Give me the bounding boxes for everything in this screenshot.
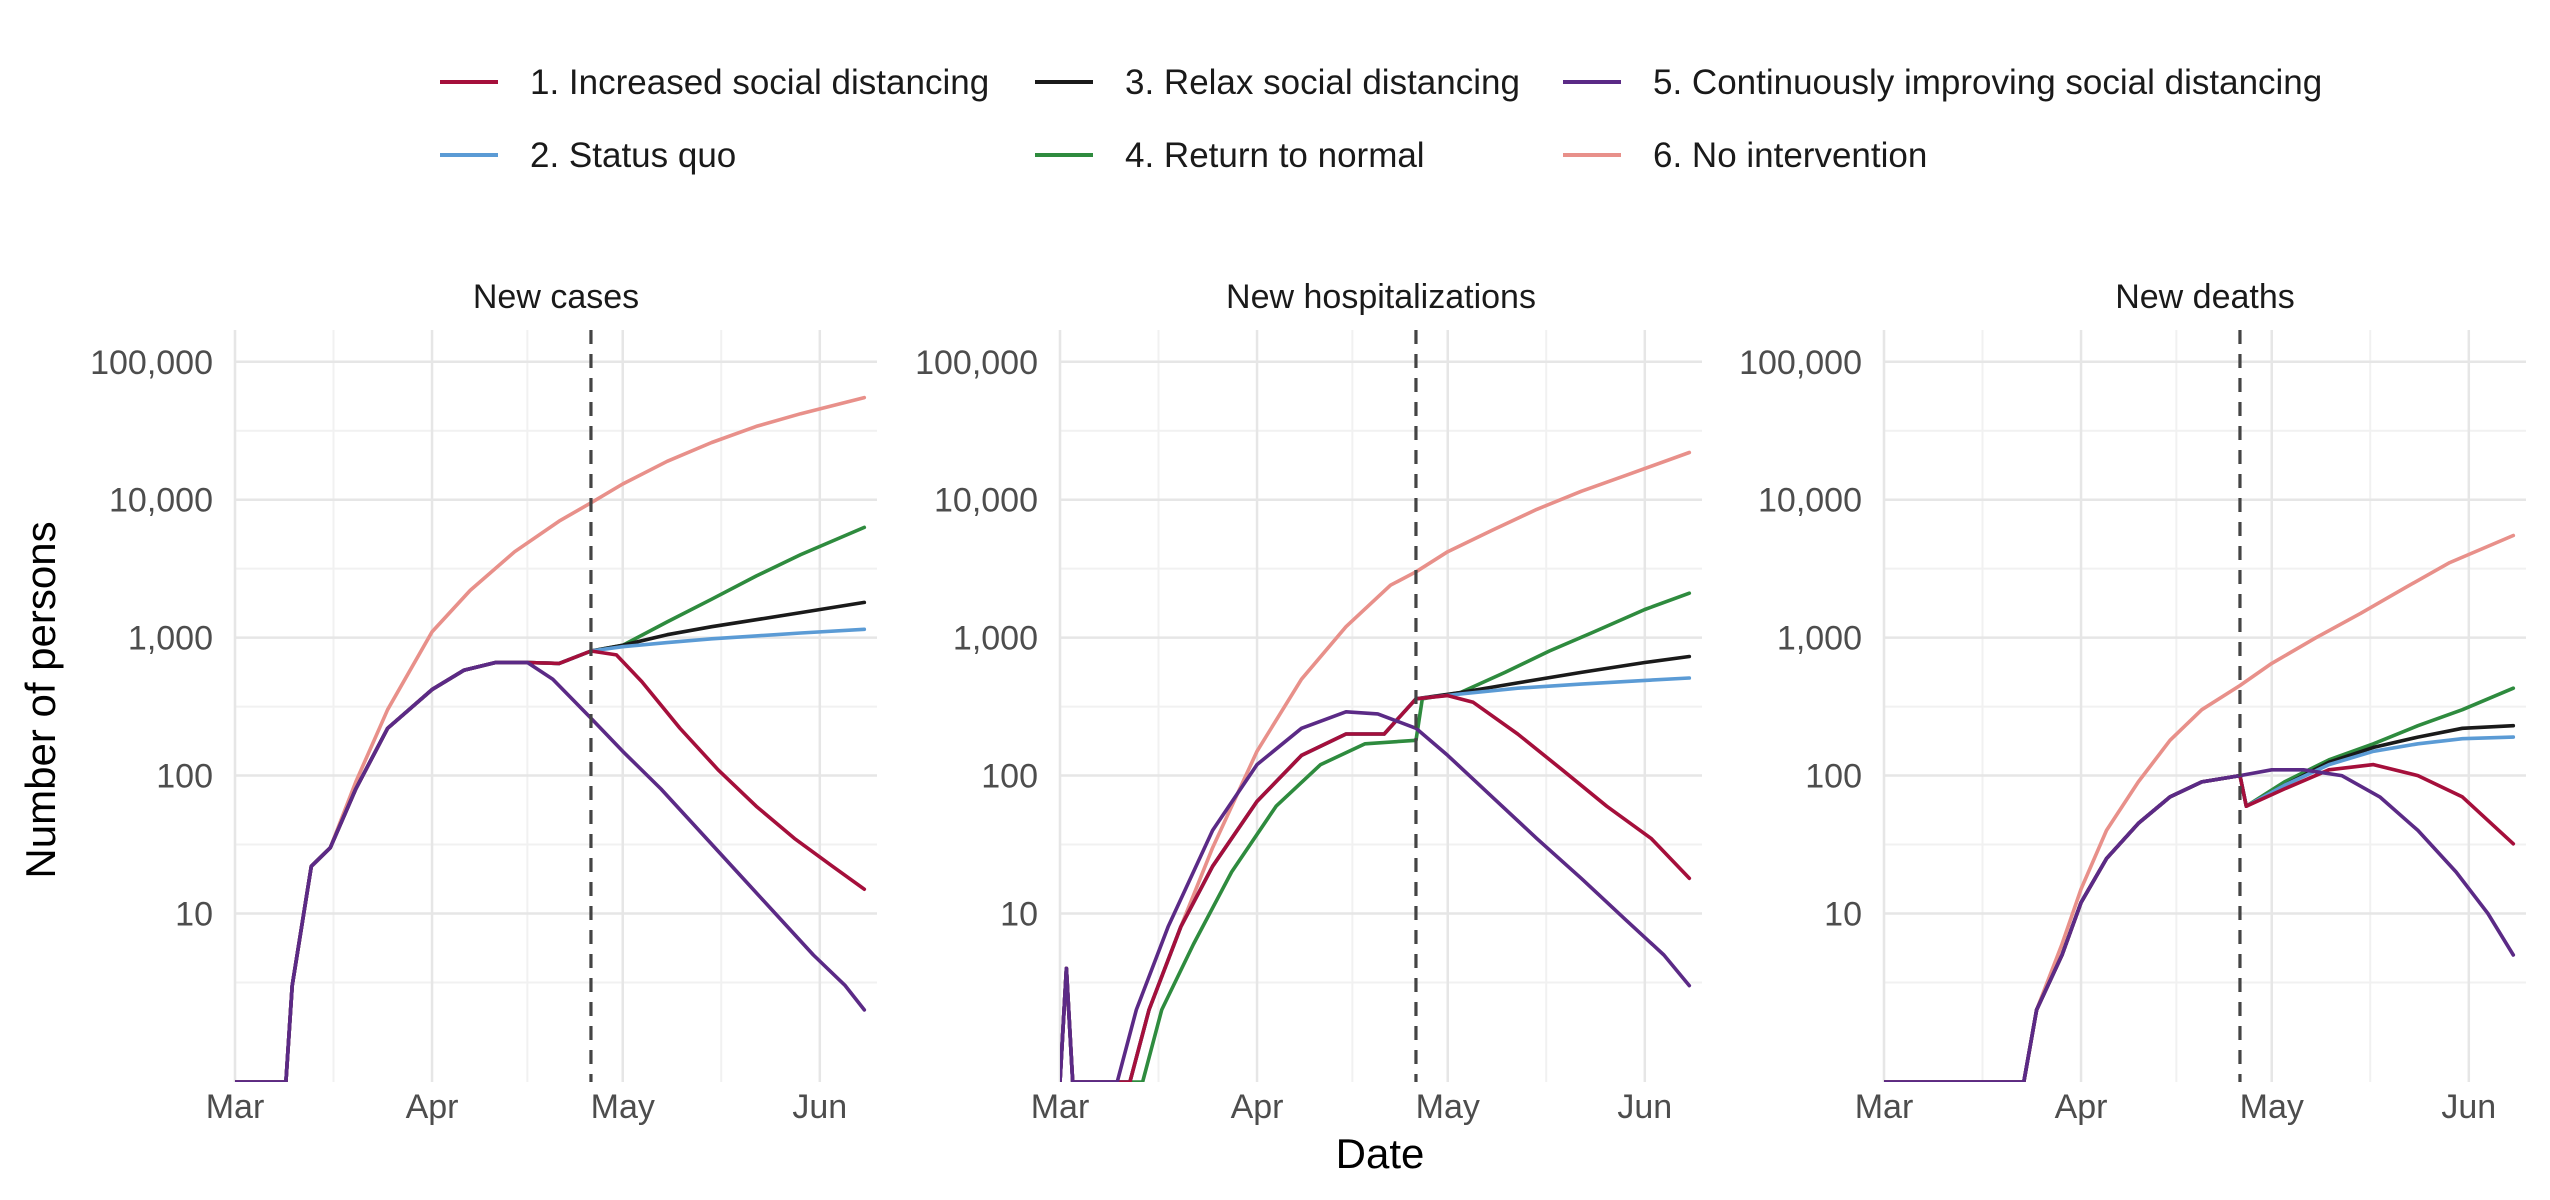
y-tick-label: 100,000 bbox=[915, 344, 1038, 382]
y-tick-label: 100,000 bbox=[90, 344, 213, 382]
x-tick-label: Apr bbox=[406, 1088, 459, 1126]
series-line bbox=[1060, 654, 1692, 1082]
y-tick-label: 1,000 bbox=[128, 620, 213, 658]
legend-item: 4. Return to normal bbox=[1035, 136, 1425, 175]
x-tick-label: Mar bbox=[206, 1088, 265, 1126]
series-group bbox=[1884, 533, 2516, 1082]
series-line bbox=[235, 525, 867, 1082]
panel: 10 100 1,000 10,000 100,000 Mar Apr May Jun New d… bbox=[1739, 278, 2526, 1126]
y-tick-label: 10,000 bbox=[934, 482, 1038, 520]
series-line bbox=[1884, 723, 2516, 1082]
series-line bbox=[235, 660, 867, 1082]
x-tick-label: May bbox=[2240, 1088, 2304, 1126]
legend-item: 6. No intervention bbox=[1563, 136, 1927, 175]
legend-item: 5. Continuously improving social distanc… bbox=[1563, 63, 2322, 102]
x-tick-label: Apr bbox=[1231, 1088, 1284, 1126]
y-tick-label: 1,000 bbox=[1777, 620, 1862, 658]
y-tick-label: 100 bbox=[1805, 758, 1862, 796]
x-tick-label: Jun bbox=[2441, 1088, 2496, 1126]
panel: 10 100 1,000 10,000 100,000 Mar Apr May Jun New c… bbox=[90, 278, 877, 1126]
series-line bbox=[1060, 693, 1692, 1082]
x-tick-label: Mar bbox=[1031, 1088, 1090, 1126]
series-line bbox=[1060, 676, 1692, 1082]
series-line bbox=[1884, 767, 2516, 1082]
y-tick-label: 100 bbox=[156, 758, 213, 796]
x-tick-label: Jun bbox=[792, 1088, 847, 1126]
legend: 1. Increased social distancing 2. Status … bbox=[440, 63, 2322, 175]
y-tick-label: 100 bbox=[981, 758, 1038, 796]
y-tick-label: 10,000 bbox=[109, 482, 213, 520]
legend-item: 3. Relax social distancing bbox=[1035, 63, 1520, 102]
series-line bbox=[1060, 709, 1692, 1082]
x-axis-title: Date bbox=[1336, 1130, 1425, 1177]
x-tick-label: Mar bbox=[1855, 1088, 1914, 1126]
legend-label: 6. No intervention bbox=[1653, 136, 1927, 175]
series-line bbox=[1060, 591, 1692, 1082]
legend-label: 5. Continuously improving social distanc… bbox=[1653, 63, 2322, 102]
legend-label: 2. Status quo bbox=[530, 136, 736, 175]
x-tick-label: Apr bbox=[2055, 1088, 2108, 1126]
legend-label: 3. Relax social distancing bbox=[1125, 63, 1520, 102]
panel-title: New cases bbox=[473, 278, 639, 316]
panel-title: New hospitalizations bbox=[1226, 278, 1536, 316]
x-tick-label: Jun bbox=[1617, 1088, 1672, 1126]
series-group bbox=[235, 395, 867, 1082]
y-tick-label: 10 bbox=[175, 895, 213, 933]
y-tick-label: 10 bbox=[1824, 895, 1862, 933]
y-tick-label: 10,000 bbox=[1758, 482, 1862, 520]
x-tick-label: May bbox=[1416, 1088, 1480, 1126]
y-tick-label: 1,000 bbox=[953, 620, 1038, 658]
panel-title: New deaths bbox=[2115, 278, 2295, 316]
legend-item: 2. Status quo bbox=[440, 136, 736, 175]
series-line bbox=[235, 649, 867, 1082]
series-line bbox=[1884, 762, 2516, 1082]
series-line bbox=[235, 627, 867, 1082]
panel: 10 100 1,000 10,000 100,000 Mar Apr May Jun New h… bbox=[915, 278, 1702, 1126]
y-axis-title: Number of persons bbox=[17, 521, 64, 878]
series-line bbox=[235, 600, 867, 1082]
x-tick-label: May bbox=[591, 1088, 655, 1126]
series-group bbox=[1060, 450, 1692, 1082]
y-tick-label: 100,000 bbox=[1739, 344, 1862, 382]
legend-label: 1. Increased social distancing bbox=[530, 63, 989, 102]
legend-item: 1. Increased social distancing bbox=[440, 63, 989, 102]
series-line bbox=[1884, 735, 2516, 1082]
series-line bbox=[1884, 533, 2516, 1082]
series-line bbox=[1060, 450, 1692, 1082]
legend-label: 4. Return to normal bbox=[1125, 136, 1425, 175]
facet-panels: 10 100 1,000 10,000 100,000 Mar Apr May Jun New c… bbox=[90, 278, 2526, 1126]
y-tick-label: 10 bbox=[1000, 895, 1038, 933]
series-line bbox=[1884, 686, 2516, 1082]
